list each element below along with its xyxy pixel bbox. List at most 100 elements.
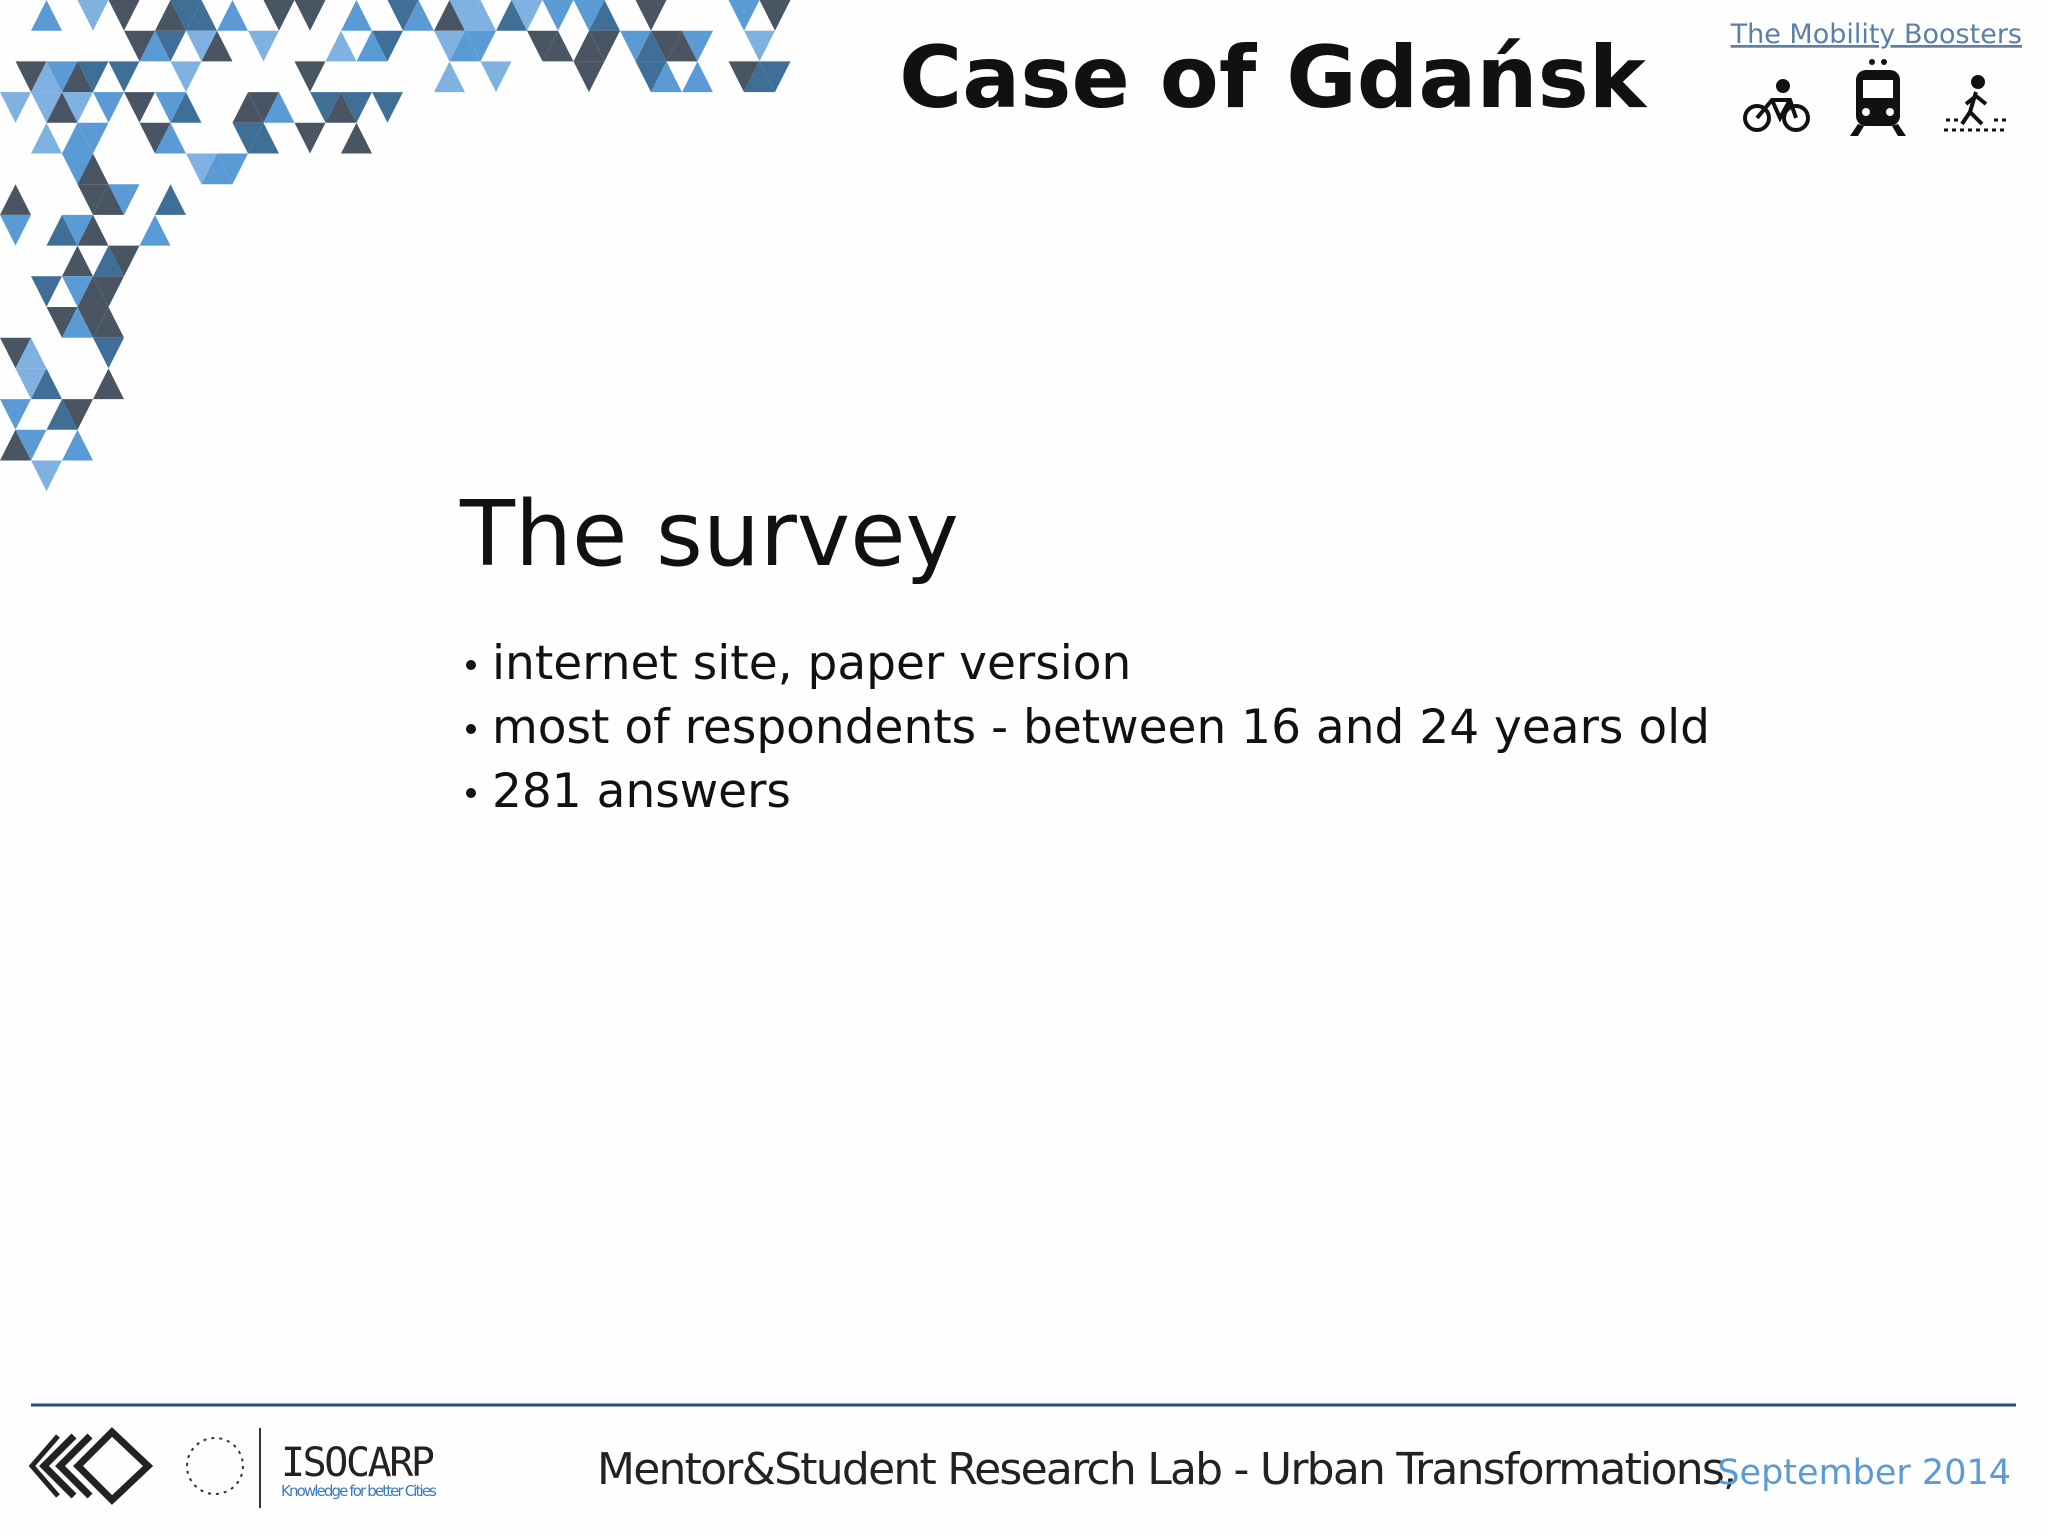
- triangle: [589, 30, 620, 62]
- triangle: [93, 184, 124, 215]
- triangle: [341, 122, 372, 154]
- triangle: [465, 0, 496, 31]
- triangle: [15, 337, 47, 369]
- triangle: [651, 61, 682, 93]
- triangle: [155, 30, 186, 62]
- triangle: [77, 0, 109, 31]
- triangle: [31, 460, 62, 492]
- triangle: [46, 214, 78, 246]
- triangle: [263, 92, 295, 123]
- triangle: [682, 61, 713, 93]
- triangle: [201, 30, 233, 62]
- triangle: [108, 245, 140, 277]
- triangle: [93, 307, 124, 338]
- triangle: [186, 0, 217, 31]
- triangle: [108, 184, 140, 215]
- triangle: [0, 92, 31, 123]
- triangle: [62, 153, 93, 185]
- triangle: [124, 92, 155, 123]
- logo-tagline: Knowledge for better Cities: [281, 1482, 437, 1500]
- triangle: [46, 399, 78, 430]
- triangle: [434, 0, 465, 31]
- triangle: [170, 0, 202, 31]
- triangle: [31, 276, 62, 307]
- triangle: [542, 30, 574, 62]
- triangle: [93, 337, 124, 369]
- triangle: [232, 122, 264, 154]
- triangle: [62, 92, 93, 123]
- triangle: [573, 61, 605, 93]
- triangle: [0, 184, 31, 215]
- triangle: [465, 30, 496, 62]
- triangle: [77, 61, 109, 93]
- triangle: [155, 122, 186, 154]
- triangle: [744, 30, 775, 62]
- triangle: [294, 122, 326, 154]
- triangle: [186, 153, 217, 185]
- triangle: [62, 307, 93, 338]
- triangle: [248, 122, 279, 154]
- triangle: [155, 92, 186, 123]
- triangle: [449, 0, 481, 31]
- triangle: [480, 61, 512, 93]
- triangle: [155, 184, 186, 215]
- triangle: [294, 61, 326, 93]
- triangle: [573, 0, 605, 31]
- triangle: [77, 184, 109, 215]
- triangle: [666, 30, 698, 62]
- triangle: [108, 0, 140, 31]
- bullet-text: internet site, paper version: [492, 636, 1131, 691]
- triangle: [0, 337, 31, 369]
- triangle: [759, 61, 791, 93]
- triangle: [93, 245, 124, 277]
- triangle: [62, 429, 93, 461]
- triangle: [62, 276, 93, 307]
- triangle: [186, 30, 217, 62]
- triangle: [387, 0, 419, 31]
- bullet-text: 281 answers: [492, 764, 791, 819]
- walk-icon: [1944, 75, 2008, 132]
- triangle: [15, 368, 47, 400]
- footer-date: September 2014: [1717, 1453, 2011, 1493]
- triangle: [232, 92, 264, 123]
- triangle: [31, 61, 62, 93]
- triangle: [15, 429, 47, 461]
- triangle: [108, 61, 140, 93]
- triangle: [62, 122, 93, 154]
- triangle: [31, 0, 62, 31]
- link[interactable]: The Mobility Boosters: [1730, 19, 2022, 50]
- triangle: [728, 0, 760, 31]
- triangle: [77, 307, 109, 338]
- triangle: [449, 30, 481, 62]
- triangle: [635, 0, 667, 31]
- triangle: [341, 0, 372, 31]
- triangle: [62, 245, 93, 277]
- triangle: [527, 30, 558, 62]
- triangle: [325, 30, 357, 62]
- triangle: [511, 0, 543, 31]
- triangle: [341, 92, 372, 123]
- triangle: [403, 0, 434, 31]
- triangle: [682, 30, 713, 62]
- triangle: [263, 0, 295, 31]
- triangle: [124, 30, 155, 62]
- triangle: [139, 214, 171, 246]
- triangle-decoration: [0, 0, 791, 492]
- diamond-logo: [28, 1427, 154, 1505]
- triangle: [46, 92, 78, 123]
- triangle: [62, 61, 93, 93]
- triangle: [170, 61, 202, 93]
- triangle: [170, 92, 202, 123]
- train-icon: [1850, 59, 1906, 136]
- triangle: [248, 30, 279, 62]
- triangle: [217, 0, 248, 31]
- triangle: [325, 92, 357, 123]
- bike-icon: [1743, 79, 1810, 132]
- triangle: [139, 30, 171, 62]
- triangle: [217, 153, 248, 185]
- triangle: [201, 153, 233, 185]
- triangle: [728, 61, 760, 93]
- bullet-list: internet site, paper version most of resp…: [466, 636, 1710, 819]
